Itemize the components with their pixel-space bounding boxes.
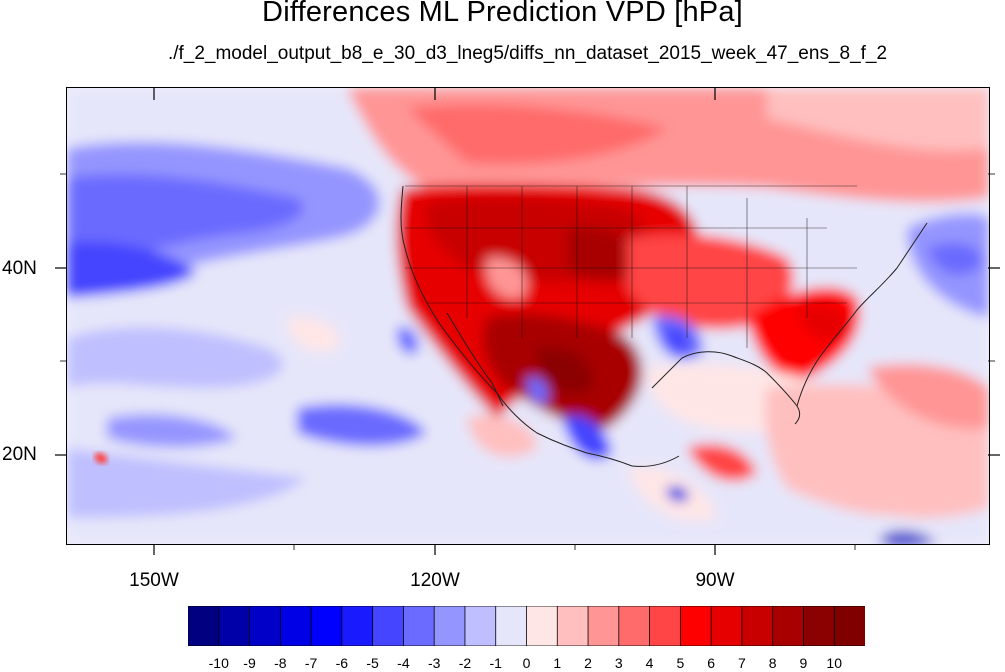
colorbar-swatch (649, 606, 682, 646)
colorbar-swatch (526, 606, 559, 646)
colorbar-label: -9 (243, 655, 256, 671)
state-borders (405, 185, 857, 348)
hawaii (94, 452, 108, 464)
colorbar-swatch (372, 606, 405, 646)
colorbar-swatch (587, 606, 620, 646)
colorbar-swatch (495, 606, 528, 646)
colorbar-label: -2 (458, 655, 472, 671)
colorbar-swatch (341, 606, 374, 646)
colorbar-label: 10 (826, 655, 842, 671)
colorbar-swatch (741, 606, 774, 646)
colorbar-label: -4 (397, 655, 410, 671)
colorbar-label: -6 (335, 655, 349, 671)
map-svg (67, 88, 989, 544)
colorbar-swatch (249, 606, 282, 646)
colorbar-swatch (310, 606, 343, 646)
central-plains (627, 234, 794, 329)
colorbar-label: 7 (738, 655, 746, 671)
colorbar-label: 6 (707, 655, 716, 671)
colorbar-label: 9 (799, 655, 808, 671)
mid-pacific-strip (67, 241, 197, 298)
lon-tick-label-120w: 120W (410, 570, 460, 591)
colorbar-swatch (188, 606, 220, 646)
coastlines (400, 185, 928, 467)
colorbar-swatch (218, 606, 251, 646)
colorbar (188, 606, 865, 646)
colorbar-label: 0 (522, 655, 531, 671)
colorbar-swatch (403, 606, 436, 646)
colorbar-label: -8 (274, 655, 287, 671)
colorbar-label: 8 (768, 655, 777, 671)
colorbar-label: 2 (584, 655, 592, 671)
colorbar-label: 3 (614, 655, 623, 671)
colorbar-swatch (772, 606, 805, 646)
colorbar-swatch (279, 606, 312, 646)
plot-title: Differences ML Prediction VPD [hPa] (262, 0, 743, 28)
lat-tick-label-20n: 20N (2, 444, 37, 465)
plot-subtitle: ./f_2_model_output_b8_e_30_d3_lneg5/diff… (167, 43, 888, 64)
lon-tick-label-90w: 90W (695, 570, 735, 591)
colorbar-swatch (803, 606, 836, 646)
colorbar-label: -10 (208, 655, 229, 671)
colorbar-label: -5 (366, 655, 379, 671)
colorbar-label: -7 (304, 655, 318, 671)
lat-tick-label-40n: 40N (2, 258, 37, 279)
colorbar-label: -1 (489, 655, 502, 671)
colorbar-swatch (556, 606, 589, 646)
colorbar-swatch (710, 606, 743, 646)
map-panel (66, 87, 990, 545)
colorbar-label: 1 (553, 655, 562, 671)
baja-offshore (396, 327, 419, 355)
central-america (687, 444, 757, 481)
colorbar-label: -3 (427, 655, 441, 671)
mexico-pacific-coast (562, 415, 612, 460)
colorbar-swatch (679, 606, 713, 646)
colorbar-swatch (464, 606, 497, 646)
colorbar-swatch (618, 606, 651, 646)
colorbar-swatch (433, 606, 466, 646)
lon-tick-label-150w: 150W (129, 570, 179, 591)
colorbar-swatch (833, 606, 865, 646)
colorbar-label: 5 (676, 655, 685, 671)
colorbar-label: 4 (645, 655, 654, 671)
